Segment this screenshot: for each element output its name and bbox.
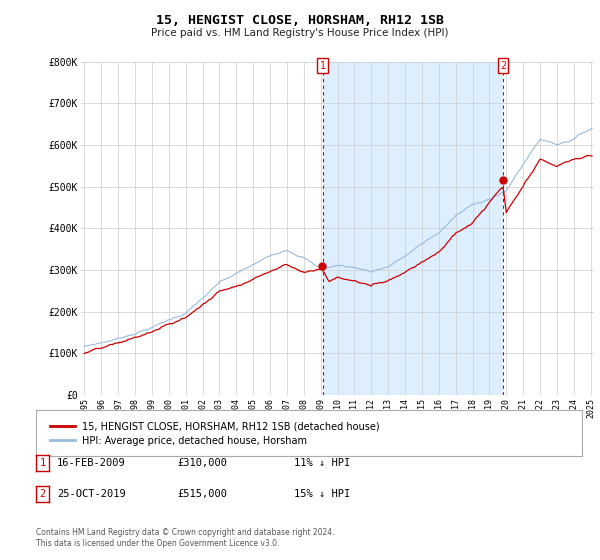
Text: £515,000: £515,000	[177, 489, 227, 499]
Text: 15% ↓ HPI: 15% ↓ HPI	[294, 489, 350, 499]
Text: 16-FEB-2009: 16-FEB-2009	[57, 458, 126, 468]
Text: 15, HENGIST CLOSE, HORSHAM, RH12 1SB: 15, HENGIST CLOSE, HORSHAM, RH12 1SB	[156, 14, 444, 27]
Text: 1: 1	[40, 458, 46, 468]
Legend: 15, HENGIST CLOSE, HORSHAM, RH12 1SB (detached house), HPI: Average price, detac: 15, HENGIST CLOSE, HORSHAM, RH12 1SB (de…	[46, 417, 384, 450]
Bar	[323, 62, 503, 395]
Text: 25-OCT-2019: 25-OCT-2019	[57, 489, 126, 499]
Text: Contains HM Land Registry data © Crown copyright and database right 2024.
This d: Contains HM Land Registry data © Crown c…	[36, 528, 335, 548]
Text: 1: 1	[320, 61, 326, 71]
Text: £310,000: £310,000	[177, 458, 227, 468]
Text: 2: 2	[500, 61, 506, 71]
Text: Price paid vs. HM Land Registry's House Price Index (HPI): Price paid vs. HM Land Registry's House …	[151, 28, 449, 38]
Text: 2: 2	[40, 489, 46, 499]
Text: 11% ↓ HPI: 11% ↓ HPI	[294, 458, 350, 468]
